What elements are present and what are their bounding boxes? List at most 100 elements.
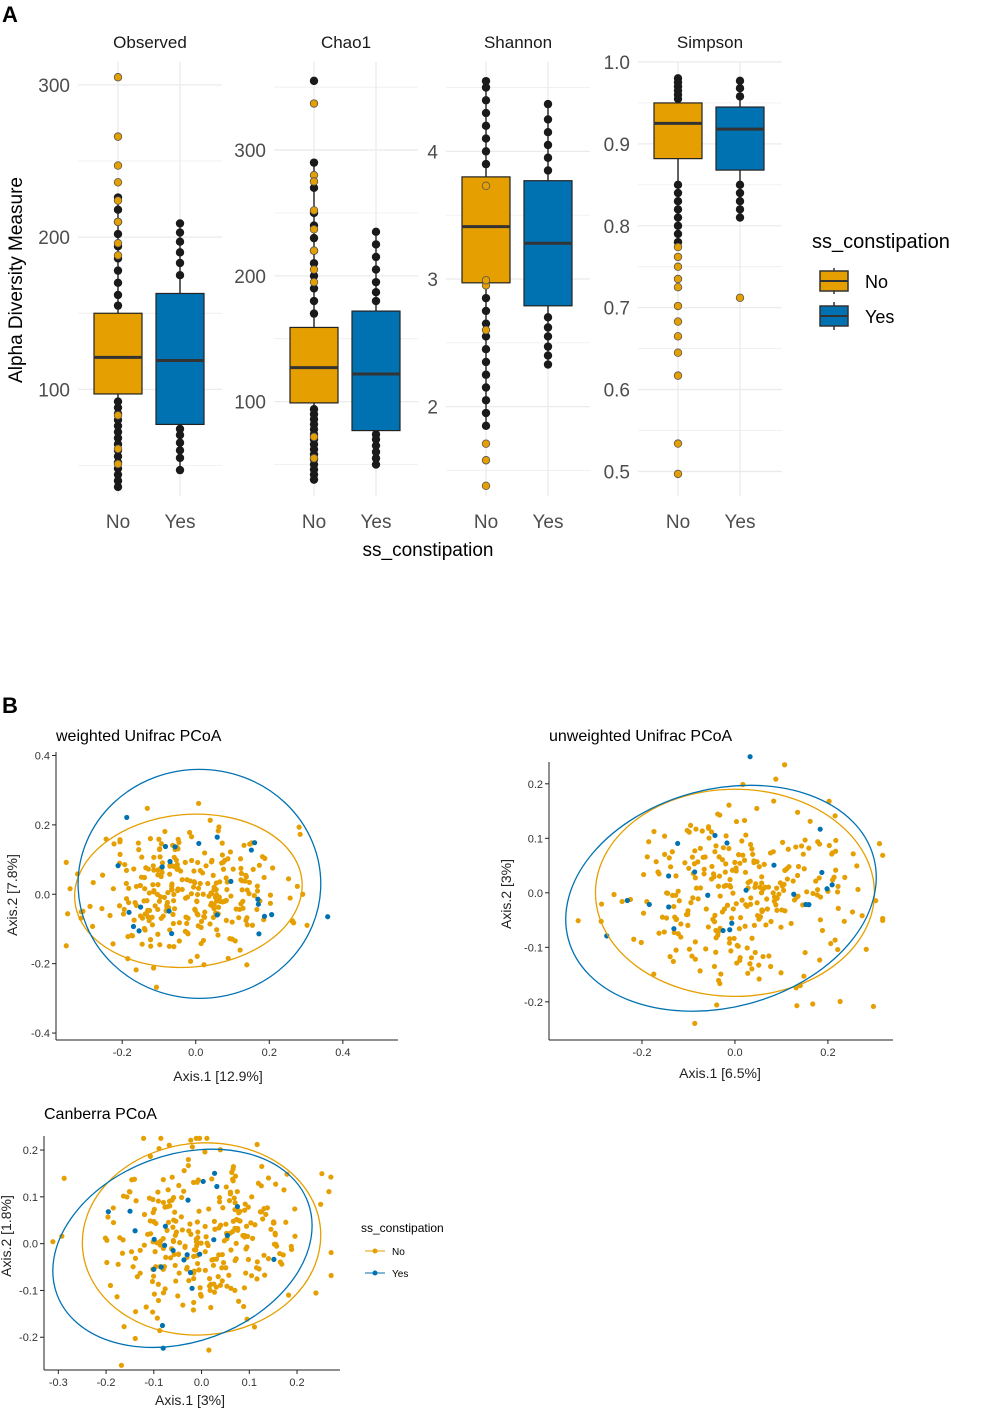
legend-b-item-no: No [365,1247,405,1258]
point-no [728,948,734,954]
point-no [779,907,785,913]
legend-b: ss_constipation No Yes [361,1221,444,1280]
point-no [180,1302,186,1308]
point-no [137,1270,143,1276]
point-no [260,1216,266,1222]
point-no [229,919,235,925]
point-no [784,866,790,872]
point-no [219,852,225,858]
point-no [826,842,832,849]
outlier-point [543,332,553,341]
box-no [653,74,703,479]
point-no [692,939,698,945]
point-no [162,828,168,835]
point-no [752,884,758,890]
point-no [686,865,692,871]
point-no [224,1283,230,1289]
point-no [118,1362,125,1368]
point-no [178,1214,184,1220]
point-yes [791,891,797,897]
outlier-point [481,345,491,354]
point-no [611,891,617,898]
point-no [170,1224,176,1230]
point-no [296,824,302,830]
outlier-point [481,76,491,86]
point-no [641,871,647,878]
point-no [143,1304,149,1310]
point-no [195,885,202,891]
point-no [832,848,839,854]
point-no [729,867,736,873]
y-tick-label: 0.1 [528,833,543,845]
point-no [206,1347,212,1353]
point-no [756,864,762,870]
point-no [148,1231,154,1237]
point-no [740,852,746,858]
point-no [656,930,662,936]
point-no [137,913,144,919]
point-no [117,1235,123,1241]
outlier-point [113,266,123,275]
point-no [259,1163,265,1170]
pcoa-canberra-ylabel: Axis.2 [1.8%] [0,1195,14,1277]
point-no [773,776,779,782]
point-no [833,867,839,873]
point-no [67,886,73,892]
point-no [199,870,206,876]
point-no [737,915,744,921]
point-no [292,1206,298,1212]
point-no [183,914,189,920]
point-no [785,846,791,852]
point-no [128,1249,135,1255]
point-no [151,1218,157,1225]
point-no [221,1238,227,1244]
outlier-point-colored [113,239,123,248]
point-no [744,903,750,909]
point-no [196,1267,202,1273]
point-no [104,1237,110,1243]
y-tick-label: 0.2 [35,820,50,832]
point-yes [159,1322,166,1329]
point-no [737,954,743,961]
point-no [732,859,738,865]
pcoa-canberra-xlabel: Axis.1 [3%] [155,1392,225,1408]
point-no [107,1282,114,1289]
point-no [575,918,581,924]
point-no [747,841,754,848]
point-no [244,922,250,928]
point-no [760,953,766,960]
point-no [754,859,760,865]
point-no [718,971,724,977]
point-yes [172,844,178,850]
point-yes [224,1232,231,1239]
outlier-point [309,284,319,293]
point-yes [666,873,672,879]
point-no [173,1278,179,1284]
point-no [771,798,777,804]
point-no [829,877,836,883]
point-no [749,966,755,972]
point-no [159,860,166,866]
facet-title-chao1: Chao1 [321,33,371,52]
outlier-point [735,84,745,93]
point-no [191,1253,197,1259]
y-tick-label: 200 [38,228,70,249]
point-no [764,906,771,912]
point-no [263,1211,269,1218]
point-no [145,907,151,913]
x-tick-label: 0.1 [242,1377,257,1389]
box-yes [155,219,205,475]
point-no [759,874,765,880]
point-no [748,895,754,901]
point-no [256,862,262,868]
point-yes [187,1269,194,1276]
box-no [461,76,511,490]
pcoa-weighted-title: weighted Unifrac PCoA [55,728,222,745]
point-yes [666,904,672,910]
outlier-point [735,180,745,190]
point-no [147,836,154,842]
point-no [134,1274,140,1280]
point-no [735,852,742,858]
facet-grid [78,62,222,496]
